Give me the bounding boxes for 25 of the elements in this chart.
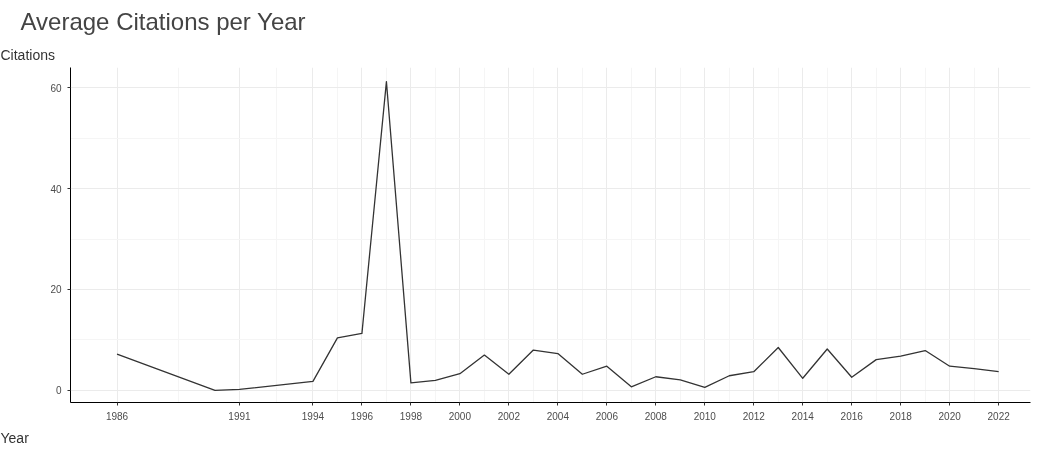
x-tick-label: 2014 xyxy=(791,410,815,422)
x-tick-label: 2004 xyxy=(546,410,570,422)
x-tick-label: 2000 xyxy=(448,410,472,422)
x-tick-label: 2006 xyxy=(595,410,619,422)
y-tick-label: 40 xyxy=(50,183,62,195)
x-tick-label: 1996 xyxy=(350,410,374,422)
x-tick-label: 2016 xyxy=(840,410,864,422)
x-tick-label: 2020 xyxy=(938,410,962,422)
chart-title: Average Citations per Year xyxy=(20,7,306,35)
y-tick-label: 60 xyxy=(50,82,62,94)
x-tick-label: 2012 xyxy=(742,410,766,422)
x-tick-label: 2002 xyxy=(497,410,521,422)
y-tick-label: 0 xyxy=(55,385,62,397)
x-tick-label: 2010 xyxy=(693,410,717,422)
x-tick-label: 1998 xyxy=(399,410,423,422)
y-tick-label: 20 xyxy=(50,284,62,296)
x-tick-label: 2022 xyxy=(987,410,1011,422)
y-axis-title: Citations xyxy=(0,46,55,63)
x-tick-label: 1986 xyxy=(105,410,129,422)
x-tick-label: 1991 xyxy=(228,410,252,422)
x-tick-label: 1994 xyxy=(301,410,325,422)
x-tick-label: 2018 xyxy=(889,410,913,422)
x-tick-label: 2008 xyxy=(644,410,668,422)
x-axis-title: Year xyxy=(0,429,30,446)
line-series xyxy=(116,80,1000,392)
